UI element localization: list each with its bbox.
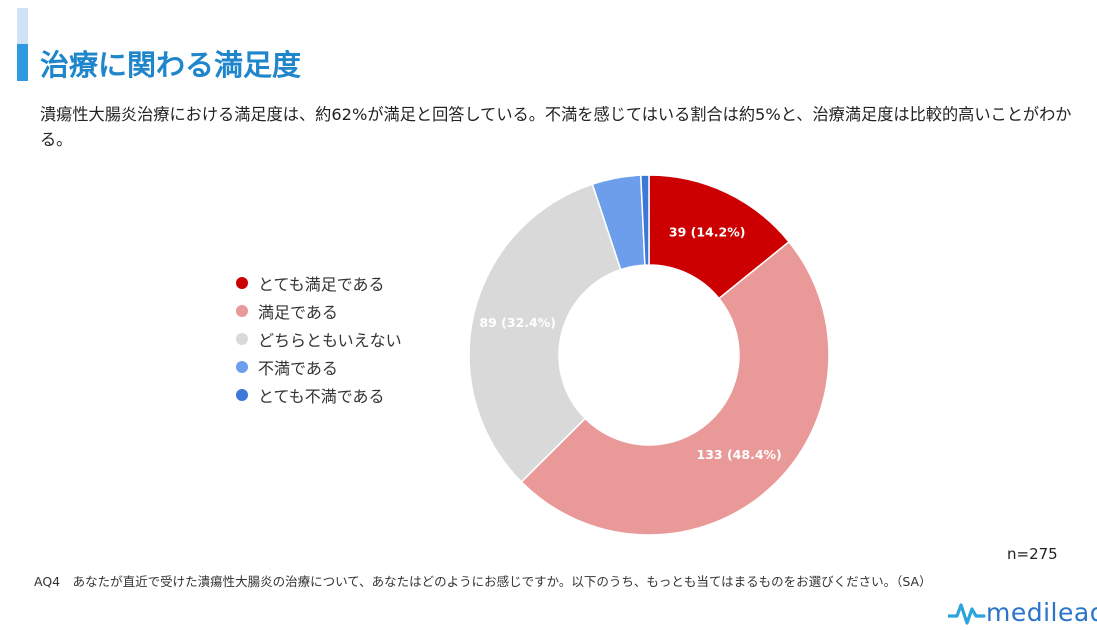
title-accent-top bbox=[17, 8, 28, 44]
donut-slice bbox=[468, 183, 622, 483]
donut-slice bbox=[520, 240, 830, 536]
slice-data-label: 133 (48.4%) bbox=[697, 447, 782, 462]
legend-item: どちらともいえない bbox=[236, 325, 402, 353]
legend-item: 不満である bbox=[236, 353, 402, 381]
title-accent-bar bbox=[17, 44, 28, 81]
legend-swatch bbox=[236, 277, 248, 289]
page-title: 治療に関わる満足度 bbox=[40, 48, 302, 82]
legend-swatch bbox=[236, 361, 248, 373]
legend-item: 満足である bbox=[236, 297, 402, 325]
legend-swatch bbox=[236, 333, 248, 345]
pulse-logo-icon bbox=[948, 602, 986, 625]
survey-question: AQ4 あなたが直近で受けた潰瘍性大腸炎の治療について、あなたはどのようにお感じ… bbox=[34, 574, 932, 589]
legend-swatch bbox=[236, 305, 248, 317]
legend-swatch bbox=[236, 389, 248, 401]
page-description: 潰瘍性大腸炎治療における満足度は、約62%が満足と回答している。不満を感じてはい… bbox=[40, 105, 1072, 149]
legend-label: 満足である bbox=[258, 303, 338, 322]
chart-legend: とても満足である 満足であるどちらともいえない 不満であるとても不満である bbox=[236, 269, 402, 409]
medilead-logo: medilead bbox=[948, 598, 1097, 627]
slice-data-label: 39 (14.2%) bbox=[669, 225, 746, 240]
legend-item: とても不満である bbox=[236, 381, 402, 409]
legend-label: とても満足である bbox=[258, 275, 385, 294]
sample-size: n=275 bbox=[1007, 545, 1058, 563]
legend-item: とても満足である bbox=[236, 269, 402, 297]
legend-label: どちらともいえない bbox=[258, 331, 402, 350]
logo-text: medilead bbox=[986, 598, 1097, 627]
slice-data-label: 89 (32.4%) bbox=[479, 315, 556, 330]
donut-slice bbox=[639, 174, 650, 266]
legend-label: とても不満である bbox=[258, 387, 385, 406]
legend-label: 不満である bbox=[258, 359, 338, 378]
